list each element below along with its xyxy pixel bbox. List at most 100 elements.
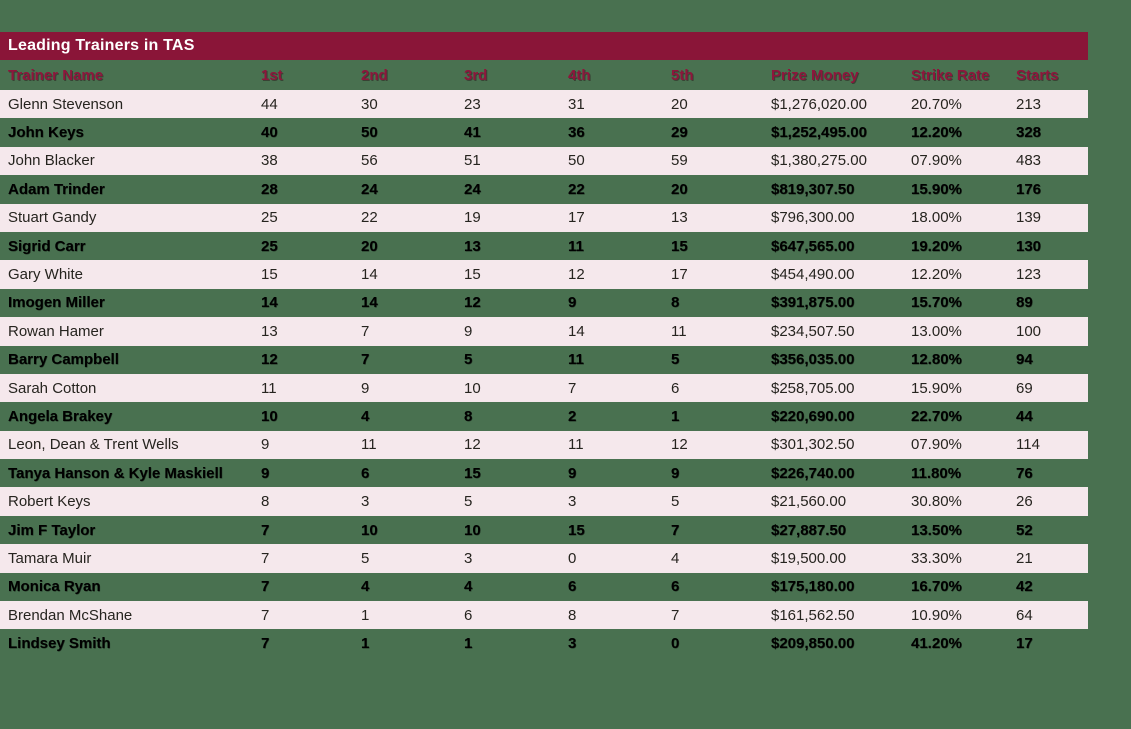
table-cell: 44 (1016, 407, 1033, 425)
header-cell: 2nd (361, 66, 388, 84)
table-cell: 94 (1016, 351, 1033, 369)
table-cell: $796,300.00 (771, 209, 855, 227)
table-cell: 6 (568, 578, 577, 596)
table-cell: 36 (568, 124, 585, 142)
trainer-name-cell: Leon, Dean & Trent Wells (8, 436, 179, 454)
table-cell: 12.20% (911, 266, 962, 284)
table-cell: 16.70% (911, 578, 962, 596)
table-cell: 4 (671, 549, 680, 567)
table-cell: 5 (671, 493, 680, 511)
trainer-name-cell: Barry Campbell (8, 351, 119, 369)
table-cell: 15 (671, 237, 688, 255)
table-cell: 11 (671, 322, 687, 340)
table-cell: 2 (568, 407, 577, 425)
table-cell: 44 (261, 95, 278, 113)
table-cell: 3 (568, 635, 577, 653)
table-cell: 40 (261, 124, 278, 142)
trainer-name-cell: John Keys (8, 124, 84, 142)
table-cell: 7 (261, 521, 270, 539)
table-cell: 0 (568, 549, 577, 567)
table-cell: 1 (361, 635, 370, 653)
table-row: Adam Trinder 28 24 24 22 20 $819,307.50 15.90% 1… (0, 175, 1088, 203)
table-row: Gary White 15 14 15 12 17 $454,490.00 12.20% 123 (0, 260, 1088, 289)
table-cell: $27,887.50 (771, 521, 847, 539)
table-cell: 15.90% (911, 180, 962, 198)
table-cell: 9 (671, 464, 680, 482)
table-row: Robert Keys 8 3 5 3 5 $21,560.00 30.80% 26 (0, 487, 1088, 516)
table-cell: $1,252,495.00 (771, 124, 867, 142)
table-cell: 114 (1016, 436, 1040, 454)
table-cell: 22 (568, 180, 585, 198)
trainer-name-cell: Lindsey Smith (8, 635, 111, 653)
table-row: Tamara Muir 7 5 3 0 4 $19,500.00 33.30% 21 (0, 544, 1088, 573)
table-cell: 20 (671, 95, 688, 113)
table-cell: 15 (568, 521, 585, 539)
header-cell: 4th (568, 66, 591, 84)
table-cell: 7 (361, 351, 370, 369)
table-cell: 50 (361, 124, 378, 142)
table-cell: 7 (261, 606, 270, 624)
table-cell: 31 (568, 95, 585, 113)
table-cell: 07.90% (911, 436, 962, 454)
table-cell: 19.20% (911, 237, 962, 255)
table-cell: 483 (1016, 152, 1042, 170)
table-cell: 26 (1016, 493, 1033, 511)
table-cell: 9 (568, 294, 577, 312)
table-cell: 4 (361, 407, 370, 425)
table-cell: 3 (568, 493, 577, 511)
table-cell: 11 (568, 436, 584, 454)
table-row: John Blacker 38 56 51 50 59 $1,380,275.00 07.90… (0, 146, 1088, 176)
table-cell: 30 (361, 95, 378, 113)
table-cell: $454,490.00 (771, 266, 855, 284)
table-cell: 176 (1016, 180, 1042, 198)
table-cell: 11 (361, 436, 377, 454)
table-cell: 123 (1016, 266, 1042, 284)
table-cell: 6 (361, 464, 370, 482)
table-cell: 11 (568, 351, 584, 369)
table-row: Angela Brakey 10 4 8 2 1 $220,690.00 22.70% 44 (0, 402, 1088, 430)
table-cell: 11 (261, 379, 277, 397)
table-cell: 29 (671, 124, 688, 142)
table-cell: 20 (361, 237, 378, 255)
table-cell: 18.00% (911, 209, 962, 227)
table-row: Leon, Dean & Trent Wells 9 11 12 11 12 $301,30… (0, 430, 1088, 460)
trainer-name-cell: Robert Keys (8, 493, 91, 511)
table-row: Glenn Stevenson 44 30 23 31 20 $1,276,020.00 20… (0, 90, 1088, 119)
table-cell: 24 (464, 180, 481, 198)
trainer-name-cell: Sigrid Carr (8, 237, 86, 255)
table-cell: 33.30% (911, 549, 962, 567)
table-cell: 07.90% (911, 152, 962, 170)
table-cell: 15.70% (911, 294, 962, 312)
table-cell: $220,690.00 (771, 407, 855, 425)
table-row: Sarah Cotton 11 9 10 7 6 $258,705.00 15.90% 69 (0, 373, 1088, 403)
table-cell: 42 (1016, 578, 1033, 596)
table-cell: 15.90% (911, 379, 962, 397)
table-cell: 12 (568, 266, 585, 284)
trainer-name-cell: Monica Ryan (8, 578, 101, 596)
table-cell: 328 (1016, 124, 1042, 142)
table-cell: 22 (361, 209, 378, 227)
panel-title: Leading Trainers in TAS (0, 32, 1088, 60)
trainer-name-cell: Glenn Stevenson (8, 95, 124, 113)
table-cell: 12 (464, 436, 481, 454)
table-cell: 12 (261, 351, 278, 369)
table-row: John Keys 40 50 41 36 29 $1,252,495.00 12.20% 32… (0, 118, 1088, 146)
trainer-name-cell: John Blacker (8, 152, 95, 170)
table-cell: 130 (1016, 237, 1042, 255)
table-cell: 10 (261, 407, 278, 425)
table-cell: $1,276,020.00 (771, 95, 867, 113)
table-cell: 14 (568, 322, 585, 340)
header-cell: Starts (1016, 66, 1059, 84)
table-cell: 5 (464, 493, 473, 511)
table-cell: 56 (361, 152, 378, 170)
table-cell: 8 (464, 407, 473, 425)
table-cell: 22.70% (911, 407, 962, 425)
table-cell: 7 (261, 635, 270, 653)
trainer-name-cell: Sarah Cotton (8, 379, 97, 397)
table-cell: $356,035.00 (771, 351, 855, 369)
leading-trainers-panel: Leading Trainers in TAS Trainer Name 1st 2… (0, 32, 1088, 658)
table-cell: 76 (1016, 464, 1033, 482)
table-cell: 25 (261, 209, 278, 227)
table-cell: 1 (464, 635, 473, 653)
table-row: Imogen Miller 14 14 12 9 8 $391,875.00 15.70% 89 (0, 289, 1088, 317)
